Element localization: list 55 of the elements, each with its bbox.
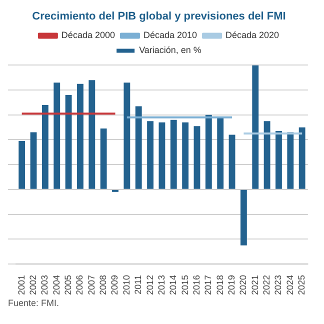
source-note: Fuente: FMI. [8, 298, 60, 308]
bar [205, 114, 212, 189]
bar [158, 122, 166, 189]
bar [147, 121, 154, 189]
x-tick-label: 2022 [262, 274, 272, 296]
bar [240, 190, 247, 246]
x-tick-label: 2019 [226, 274, 237, 296]
x-tick-label: 2003 [40, 274, 50, 296]
x-tick-label: 2012 [144, 274, 155, 296]
bar [170, 120, 177, 189]
x-tick-label: 2021 [250, 274, 260, 296]
x-tick-label: 2014 [168, 274, 178, 296]
x-tick-label: 2020 [238, 274, 248, 296]
bar [276, 131, 282, 189]
bar [30, 132, 37, 189]
x-tick-label: 2005 [63, 274, 74, 296]
x-tick-label: 2017 [203, 274, 214, 296]
x-tick-label: 2007 [86, 274, 96, 296]
legend-label: Década 2000 [61, 30, 115, 40]
bar [264, 121, 270, 189]
bar [88, 80, 96, 189]
bar [287, 132, 294, 189]
x-tick-label: 2018 [214, 274, 225, 296]
x-tick-label: 2013 [156, 274, 166, 296]
x-tick-label: 2009 [110, 274, 120, 296]
bar [77, 84, 84, 189]
legend-label: Variación, en % [139, 45, 202, 56]
x-tick-label: 2004 [51, 274, 62, 296]
bar [54, 82, 60, 189]
bar [217, 117, 224, 189]
bar [100, 128, 107, 189]
legend-label: Década 2020 [226, 30, 280, 40]
x-tick-label: 2011 [133, 274, 144, 294]
bar [182, 122, 189, 189]
x-tick-label: 2023 [273, 274, 284, 296]
bar [252, 65, 259, 189]
chart-title: Crecimiento del PIB global y previsiones del FMI [32, 10, 286, 23]
x-tick-label: 2024 [284, 274, 295, 296]
bar [65, 95, 72, 189]
x-tick-label: 2006 [74, 274, 85, 296]
bar [18, 140, 26, 189]
x-tick-label: 2010 [121, 274, 132, 296]
bar [194, 126, 200, 189]
x-tick-label: 2002 [28, 274, 38, 296]
x-tick-label: 2001 [16, 274, 26, 296]
legend-label: Década 2010 [143, 30, 198, 40]
x-tick-label: 2015 [180, 274, 190, 296]
bar [42, 104, 48, 189]
bar [298, 127, 306, 189]
x-tick-label: 2016 [191, 274, 202, 296]
x-tick-label: 2025 [296, 274, 307, 296]
bar [135, 106, 142, 189]
bar [124, 82, 130, 189]
bar [228, 134, 236, 189]
x-tick-label: 2008 [98, 274, 108, 296]
